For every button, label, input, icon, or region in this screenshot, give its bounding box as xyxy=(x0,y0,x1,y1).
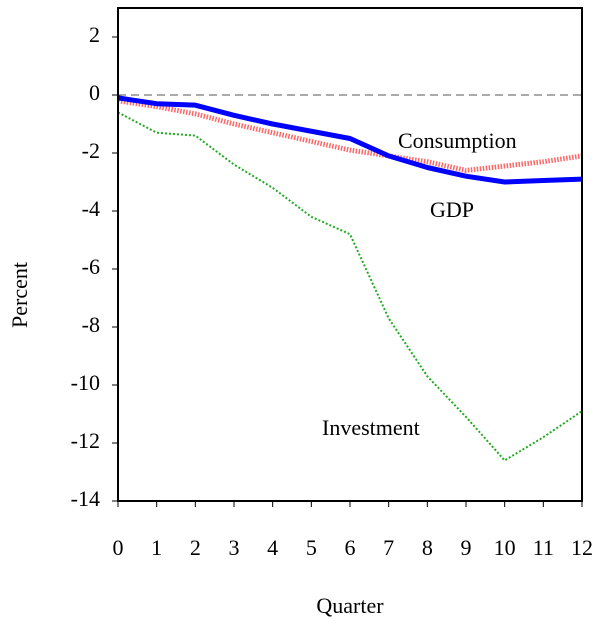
x-tick-label: 9 xyxy=(461,535,472,560)
y-tick-label: 0 xyxy=(89,80,100,105)
x-tick-label: 1 xyxy=(151,535,162,560)
series-line xyxy=(117,98,583,173)
x-tick-label: 7 xyxy=(383,535,394,560)
y-tick-label: 2 xyxy=(89,22,100,47)
x-tick-label: 0 xyxy=(113,535,124,560)
y-tick-label: -4 xyxy=(82,196,100,221)
x-tick-label: 4 xyxy=(267,535,278,560)
series-label: Consumption xyxy=(398,128,517,153)
plot-frame xyxy=(117,7,583,502)
x-tick-label: 6 xyxy=(345,535,356,560)
series-label: GDP xyxy=(430,197,474,222)
x-axis-title: Quarter xyxy=(316,593,384,618)
x-tick-label: 5 xyxy=(306,535,317,560)
y-tick-label: -6 xyxy=(82,254,100,279)
y-tick-label: -14 xyxy=(71,486,100,511)
x-tick-label: 11 xyxy=(533,535,554,560)
y-tick-label: -8 xyxy=(82,312,100,337)
y-axis-title: Percent xyxy=(7,262,32,328)
x-tick-label: 2 xyxy=(190,535,201,560)
y-tick-label: -2 xyxy=(82,138,100,163)
x-tick-label: 10 xyxy=(494,535,516,560)
x-tick-label: 12 xyxy=(571,535,593,560)
x-tick-label: 3 xyxy=(229,535,240,560)
series-label: Investment xyxy=(322,415,420,440)
x-tick-label: 8 xyxy=(422,535,433,560)
series-line xyxy=(117,95,583,185)
series-line xyxy=(117,111,583,462)
y-tick-label: -12 xyxy=(71,428,100,453)
y-tick-label: -10 xyxy=(71,370,100,395)
